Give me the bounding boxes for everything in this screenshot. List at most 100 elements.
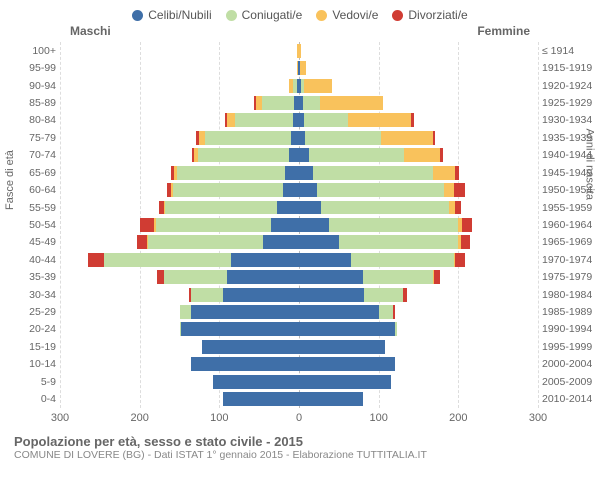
bar-female [299,148,443,162]
age-row: 95-991915-1919 [60,59,538,76]
age-row: 85-891925-1929 [60,94,538,111]
bar-female [299,96,383,110]
seg [148,235,264,249]
age-label: 95-99 [16,62,56,74]
age-row: 20-241990-1994 [60,321,538,338]
age-label: 80-84 [16,114,56,126]
birth-label: 1990-1994 [542,323,598,335]
seg [461,235,471,249]
legend: Celibi/NubiliConiugati/eVedovi/eDivorzia… [0,0,600,22]
age-row: 5-92005-2009 [60,373,538,390]
seg [156,218,272,232]
bar-female [299,253,465,267]
birth-label: 1940-1944 [542,149,598,161]
age-row: 35-391975-1979 [60,268,538,285]
bar-male [88,253,299,267]
seg [299,357,395,371]
age-label: 60-64 [16,184,56,196]
legend-label: Coniugati/e [242,8,303,22]
birth-label: 1965-1969 [542,236,598,248]
birth-label: 1970-1974 [542,254,598,266]
seg [363,270,433,284]
birth-label: 1975-1979 [542,271,598,283]
age-row: 65-691945-1949 [60,164,538,181]
bar-female [299,322,397,336]
age-row: 60-641950-1954 [60,181,538,198]
seg [434,270,440,284]
legend-swatch [226,10,237,21]
bar-female [299,392,363,406]
birth-label: 1985-1989 [542,306,598,318]
age-label: 90-94 [16,80,56,92]
bar-male [189,288,299,302]
seg [299,166,313,180]
legend-item: Coniugati/e [226,8,303,22]
age-label: 85-89 [16,97,56,109]
age-label: 10-14 [16,358,56,370]
bar-male [254,96,299,110]
x-axis: 3002001000100200300 [60,408,538,430]
age-row: 15-191995-1999 [60,338,538,355]
age-label: 40-44 [16,254,56,266]
legend-label: Vedovi/e [332,8,378,22]
seg [289,148,299,162]
x-tick: 300 [51,412,69,424]
legend-label: Divorziati/e [408,8,467,22]
bar-male [167,183,299,197]
bar-male [137,235,299,249]
chart-header: Maschi Femmine [0,22,600,38]
birth-label: 1980-1984 [542,289,598,301]
bar-male [289,79,299,93]
seg [181,322,299,336]
x-tick: 200 [130,412,148,424]
birth-label: 1960-1964 [542,219,598,231]
seg [202,340,299,354]
age-label: 75-79 [16,132,56,144]
seg [165,201,277,215]
birth-label: 2010-2014 [542,393,598,405]
bar-female [299,61,306,75]
bar-female [299,305,395,319]
age-row: 50-541960-1964 [60,216,538,233]
bar-male [171,166,299,180]
seg [455,253,465,267]
seg [303,96,321,110]
bar-female [299,270,440,284]
age-label: 65-69 [16,167,56,179]
footer: Popolazione per età, sesso e stato civil… [0,430,600,461]
birth-label: 1935-1939 [542,132,598,144]
seg [348,113,412,127]
x-tick: 100 [369,412,387,424]
x-tick: 0 [296,412,302,424]
seg [235,113,292,127]
birth-label: 1920-1924 [542,80,598,92]
seg [227,270,299,284]
age-row: 10-142000-2004 [60,356,538,373]
age-row: 0-42010-2014 [60,390,538,407]
bar-female [299,235,470,249]
seg [198,148,290,162]
seg [191,305,299,319]
x-tick: 200 [449,412,467,424]
bar-male [159,201,299,215]
age-label: 15-19 [16,341,56,353]
bar-female [299,79,332,93]
birth-label: 2000-2004 [542,358,598,370]
seg [223,288,299,302]
seg [191,357,299,371]
seg [305,131,381,145]
bar-male [213,375,299,389]
bar-male [180,305,299,319]
seg [462,218,472,232]
bar-female [299,166,459,180]
age-label: 30-34 [16,289,56,301]
seg [299,44,301,58]
legend-item: Divorziati/e [392,8,467,22]
age-label: 0-4 [16,393,56,405]
seg [317,183,444,197]
grid-line [538,42,539,408]
age-row: 100+≤ 1914 [60,42,538,59]
seg [313,166,433,180]
seg [321,201,448,215]
bar-male [225,113,299,127]
